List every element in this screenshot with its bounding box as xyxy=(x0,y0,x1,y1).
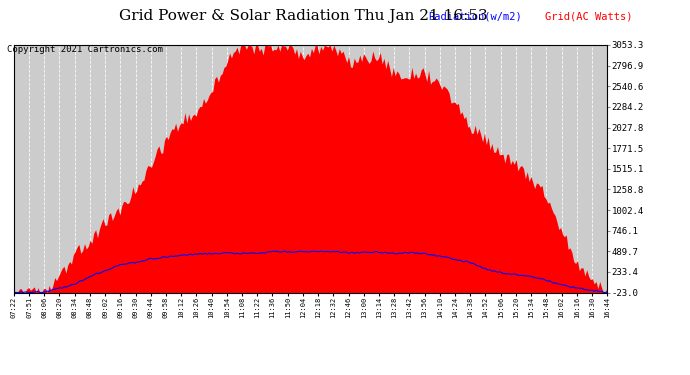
Text: Copyright 2021 Cartronics.com: Copyright 2021 Cartronics.com xyxy=(7,45,163,54)
Text: Grid(AC Watts): Grid(AC Watts) xyxy=(545,11,633,21)
Text: Grid Power & Solar Radiation Thu Jan 21 16:53: Grid Power & Solar Radiation Thu Jan 21 … xyxy=(119,9,488,23)
Text: Radiation(w/m2): Radiation(w/m2) xyxy=(428,11,522,21)
